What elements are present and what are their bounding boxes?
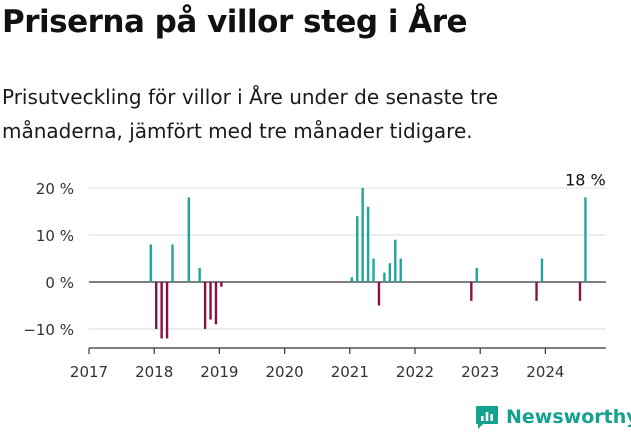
page-subtitle: Prisutveckling för villor i Åre under de… (2, 85, 499, 143)
y-tick-label: 20 % (36, 180, 74, 198)
newsworthy-logo-icon (476, 406, 498, 429)
bar (209, 282, 212, 320)
bar (149, 244, 152, 282)
bar (220, 282, 223, 287)
bar (377, 282, 381, 306)
x-tick-label: 2019 (200, 363, 238, 381)
bar (399, 258, 402, 282)
bar (584, 197, 587, 282)
bar (350, 277, 353, 282)
bar (388, 263, 392, 282)
bar (475, 267, 478, 282)
bar (470, 282, 473, 301)
bar (394, 239, 397, 282)
bar (535, 282, 538, 301)
x-tick-label: 2018 (135, 363, 173, 381)
data-label: 18 % (565, 170, 606, 189)
bar (578, 282, 582, 301)
y-tick-label: −10 % (23, 321, 74, 339)
bar (165, 282, 169, 339)
x-tick-label: 2021 (331, 363, 369, 381)
bar (356, 216, 359, 282)
bar (171, 244, 174, 282)
bar (372, 258, 375, 282)
bar (540, 258, 544, 282)
bar (160, 282, 163, 339)
y-tick-label: 0 % (45, 274, 74, 292)
bar (366, 206, 370, 282)
y-tick-label: 10 % (36, 227, 74, 245)
bar (203, 282, 207, 329)
bar (198, 267, 201, 282)
x-tick-label: 2017 (70, 363, 108, 381)
brand-name: Newsworthy (506, 406, 631, 428)
bar (361, 188, 364, 282)
bar (383, 272, 386, 282)
x-tick-label: 2022 (396, 363, 434, 381)
bar (155, 282, 158, 329)
bar (214, 282, 218, 325)
newsworthy-logo: Newsworthy (474, 404, 631, 430)
x-tick-label: 2020 (266, 363, 304, 381)
x-tick-label: 2024 (526, 363, 564, 381)
x-tick-label: 2023 (461, 363, 499, 381)
bar (187, 197, 190, 282)
page-title: Priserna på villor steg i Åre (2, 4, 468, 40)
